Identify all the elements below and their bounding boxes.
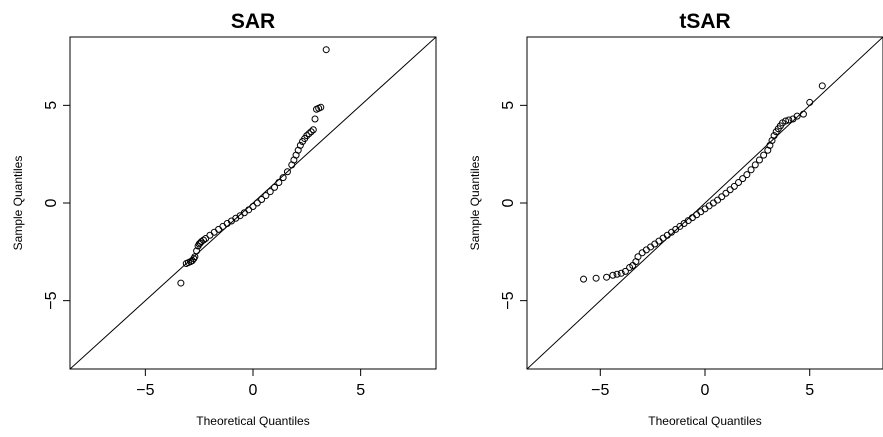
- y-tick-label: 5: [500, 101, 517, 110]
- data-point: [322, 46, 330, 54]
- plot-title: SAR: [231, 10, 275, 33]
- data-point: [638, 249, 646, 257]
- data-point: [303, 132, 311, 140]
- y-tick-label: 5: [43, 101, 60, 110]
- data-point: [592, 274, 600, 282]
- data-point: [275, 178, 283, 186]
- y-tick-label: −5: [43, 291, 60, 309]
- y-tick-label: −5: [500, 291, 517, 309]
- data-point: [647, 243, 655, 251]
- plot-title: tSAR: [679, 10, 730, 33]
- data-point: [701, 205, 709, 213]
- data-point: [262, 192, 270, 200]
- x-tick-label: 5: [805, 382, 814, 399]
- data-point: [714, 196, 722, 204]
- data-point: [680, 220, 688, 228]
- x-tick-label: 5: [356, 382, 365, 399]
- x-tick-label: −5: [591, 382, 609, 399]
- data-point: [785, 116, 793, 124]
- data-point: [193, 247, 201, 255]
- data-point: [782, 117, 790, 125]
- data-point: [311, 115, 319, 123]
- panel-1: SAR −5 0 5 −5 0 5 Theoretical Quantiles Sample Q…: [11, 10, 437, 428]
- data-point: [693, 211, 701, 219]
- y-axis-title: Sample Quantiles: [11, 156, 25, 251]
- data-point: [793, 112, 801, 120]
- data-point: [258, 195, 266, 203]
- data-point: [760, 151, 768, 159]
- data-point: [663, 231, 671, 239]
- data-point: [799, 110, 807, 118]
- data-point: [718, 193, 726, 201]
- data-point: [705, 202, 713, 210]
- data-point: [266, 188, 274, 196]
- data-point: [617, 269, 625, 277]
- data-point: [747, 166, 755, 174]
- data-point: [743, 171, 751, 179]
- data-point: [305, 130, 313, 138]
- data-point: [688, 214, 696, 222]
- data-point: [271, 183, 279, 191]
- data-point: [739, 175, 747, 183]
- data-point: [613, 270, 621, 278]
- data-point: [253, 199, 261, 207]
- data-point: [609, 271, 617, 279]
- data-point: [206, 231, 214, 239]
- x-tick-label: 0: [701, 382, 710, 399]
- x-axis-title: Theoretical Quantiles: [648, 414, 761, 428]
- data-point: [672, 225, 680, 233]
- data-point: [249, 203, 257, 211]
- data-point: [659, 234, 667, 242]
- data-point: [210, 228, 218, 236]
- x-axis-title: Theoretical Quantiles: [196, 414, 309, 428]
- data-point: [751, 161, 759, 169]
- data-point: [770, 132, 778, 140]
- data-point: [296, 141, 304, 149]
- data-point: [603, 273, 611, 281]
- y-tick-label: 0: [500, 198, 517, 207]
- data-point: [279, 174, 287, 182]
- data-point: [726, 186, 734, 194]
- data-point: [309, 126, 317, 134]
- data-point: [283, 168, 291, 176]
- data-point: [580, 275, 588, 283]
- data-point: [655, 237, 663, 245]
- data-point: [219, 222, 227, 230]
- data-point: [735, 178, 743, 186]
- y-tick-label: 0: [43, 198, 60, 207]
- data-point: [818, 82, 826, 90]
- data-point: [651, 240, 659, 248]
- data-point: [621, 267, 629, 275]
- y-axis-title: Sample Quantiles: [468, 156, 482, 251]
- data-point: [199, 236, 207, 244]
- data-point: [709, 199, 717, 207]
- data-point: [195, 240, 203, 248]
- data-point: [317, 103, 325, 111]
- x-tick-label: −5: [136, 382, 154, 399]
- data-point: [215, 225, 223, 233]
- data-point: [202, 235, 210, 243]
- data-point: [245, 206, 253, 214]
- data-point: [634, 253, 642, 261]
- reference-line: [70, 37, 436, 369]
- data-point: [806, 98, 814, 106]
- data-point: [730, 182, 738, 190]
- panel-2: tSAR −5 0 5 −5 0 5 Theoretical Quantiles Sample …: [468, 10, 883, 428]
- x-tick-label: 0: [249, 382, 258, 399]
- data-point: [307, 128, 315, 136]
- data-point: [642, 246, 650, 254]
- data-point: [177, 279, 185, 287]
- data-point: [697, 208, 705, 216]
- data-point: [755, 156, 763, 164]
- reference-line: [527, 37, 883, 369]
- data-point: [722, 189, 730, 197]
